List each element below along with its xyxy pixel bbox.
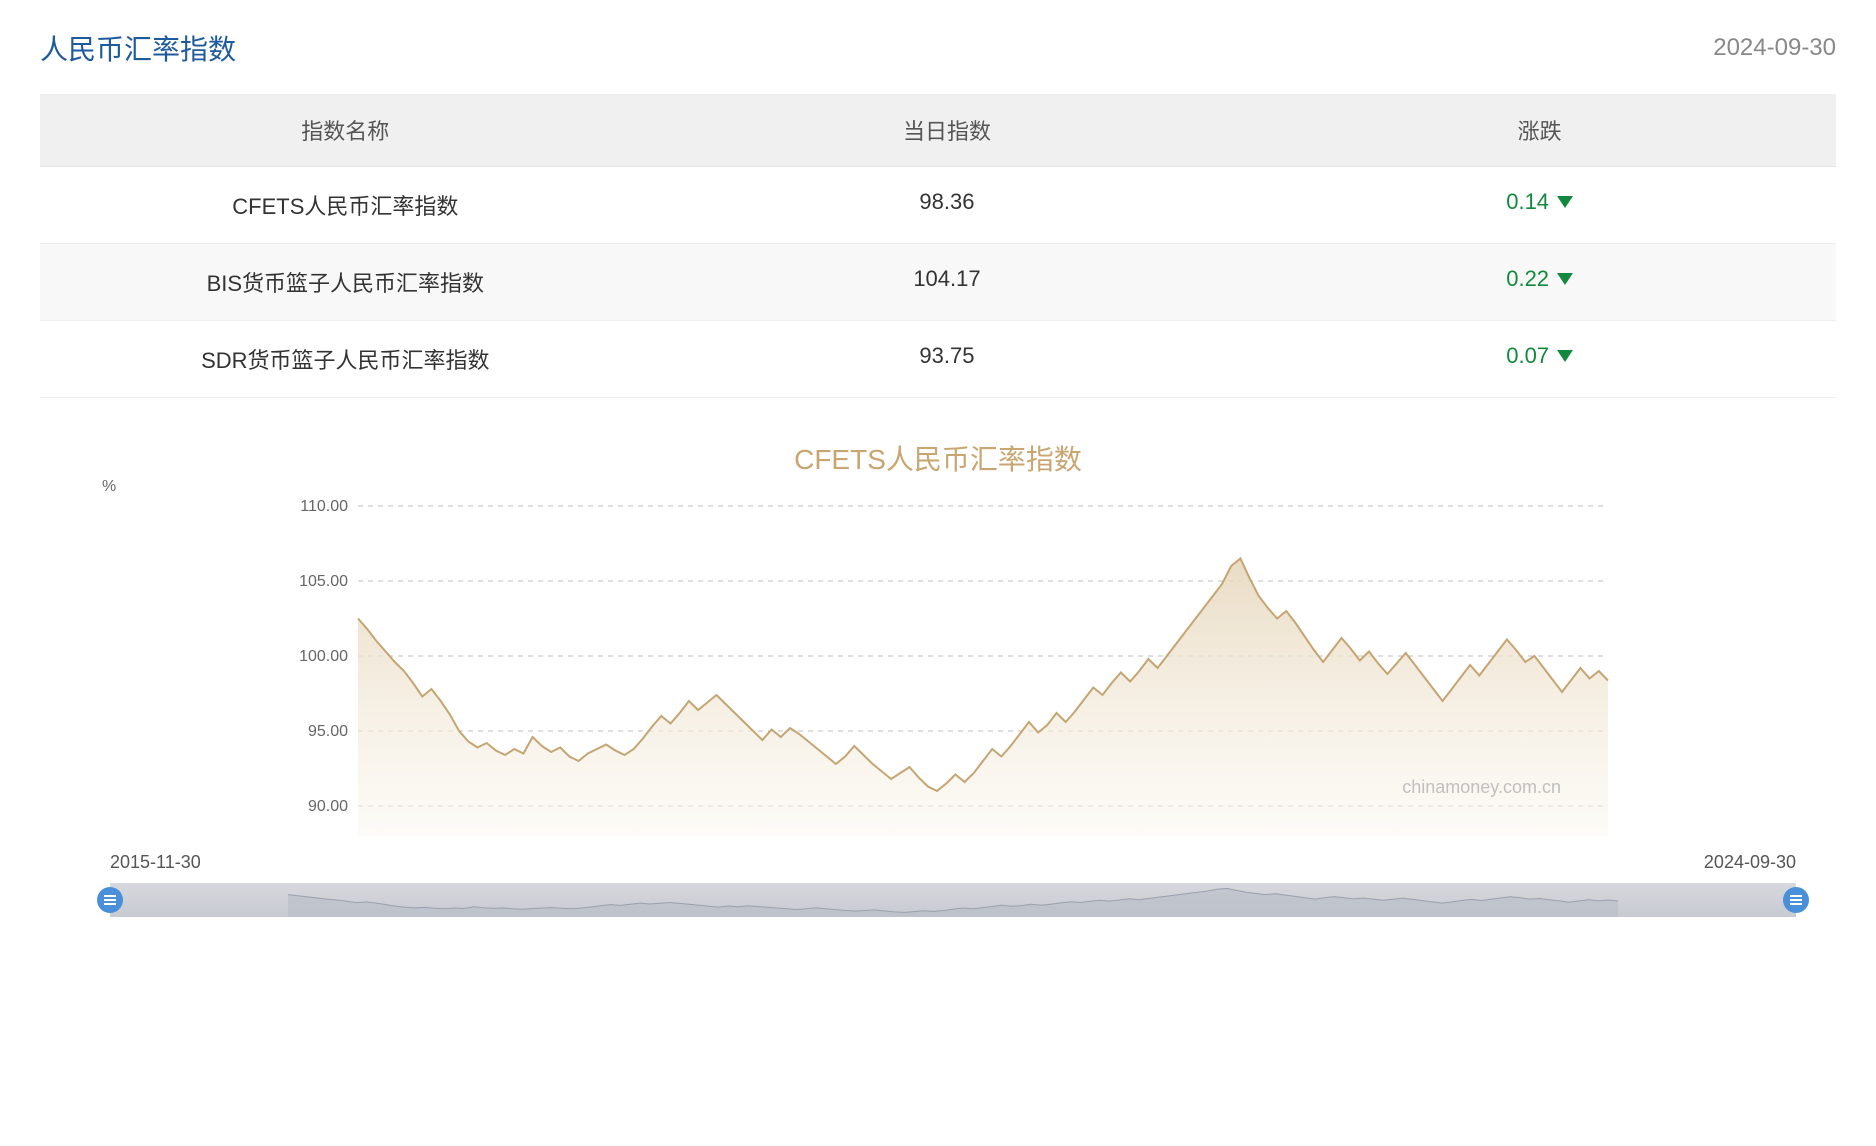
chart-plot-area: % 90.0095.00100.00105.00110.00 chinamone… [110, 496, 1796, 917]
table-row: CFETS人民币汇率指数98.36 0.14 [40, 167, 1836, 244]
chart-title: CFETS人民币汇率指数 [40, 438, 1836, 478]
slider-handle-right[interactable] [1783, 887, 1809, 913]
page-date: 2024-09-30 [1713, 34, 1836, 62]
change-value: 0.14 [1506, 189, 1549, 215]
chart-section: CFETS人民币汇率指数 % 90.00 95.00 100.00 105.00 110… [40, 438, 1836, 917]
cell-index-name: CFETS人民币汇率指数 [40, 167, 651, 243]
cell-index-change: 0.22 [1243, 244, 1836, 320]
y-tick-label: 105.00 [299, 573, 348, 590]
y-tick-label: 100.00 [299, 648, 348, 665]
index-table: 指数名称 当日指数 涨跌 CFETS人民币汇率指数98.36 0.14 BIS货币篮… [40, 94, 1836, 398]
x-end-label: 2024-09-30 [1704, 852, 1796, 873]
table-row: BIS货币篮子人民币汇率指数104.17 0.22 [40, 244, 1836, 321]
cell-index-change: 0.14 [1243, 167, 1836, 243]
x-axis-labels: 2015-11-30 2024-09-30 [110, 852, 1796, 873]
cell-index-value: 104.17 [651, 244, 1244, 320]
change-value: 0.22 [1506, 266, 1549, 292]
slider-handle-left[interactable] [97, 887, 123, 913]
cell-index-value: 98.36 [651, 167, 1244, 243]
triangle-down-icon [1557, 350, 1573, 362]
y-tick-label: 95.00 [308, 723, 348, 740]
time-range-slider[interactable] [110, 883, 1796, 917]
table-body: CFETS人民币汇率指数98.36 0.14 BIS货币篮子人民币汇率指数104.1… [40, 167, 1836, 398]
y-tick-label: 110.00 [300, 498, 348, 515]
triangle-down-icon [1557, 273, 1573, 285]
x-start-label: 2015-11-30 [110, 852, 201, 873]
chart-watermark: chinamoney.com.cn [1402, 777, 1561, 798]
y-axis-unit: % [102, 478, 116, 496]
cell-index-name: SDR货币篮子人民币汇率指数 [40, 321, 651, 397]
triangle-down-icon [1557, 196, 1573, 208]
col-header-value: 当日指数 [651, 94, 1244, 166]
table-row: SDR货币篮子人民币汇率指数93.75 0.07 [40, 321, 1836, 398]
header: 人民币汇率指数 2024-09-30 [40, 0, 1836, 94]
change-value: 0.07 [1506, 343, 1549, 369]
cell-index-change: 0.07 [1243, 321, 1836, 397]
col-header-change: 涨跌 [1243, 94, 1836, 166]
cell-index-value: 93.75 [651, 321, 1244, 397]
y-tick-label: 90.00 [308, 798, 348, 815]
table-header-row: 指数名称 当日指数 涨跌 [40, 94, 1836, 167]
cell-index-name: BIS货币篮子人民币汇率指数 [40, 244, 651, 320]
col-header-name: 指数名称 [40, 94, 651, 166]
page-title: 人民币汇率指数 [40, 28, 236, 68]
brush-mini-chart [110, 883, 1796, 917]
